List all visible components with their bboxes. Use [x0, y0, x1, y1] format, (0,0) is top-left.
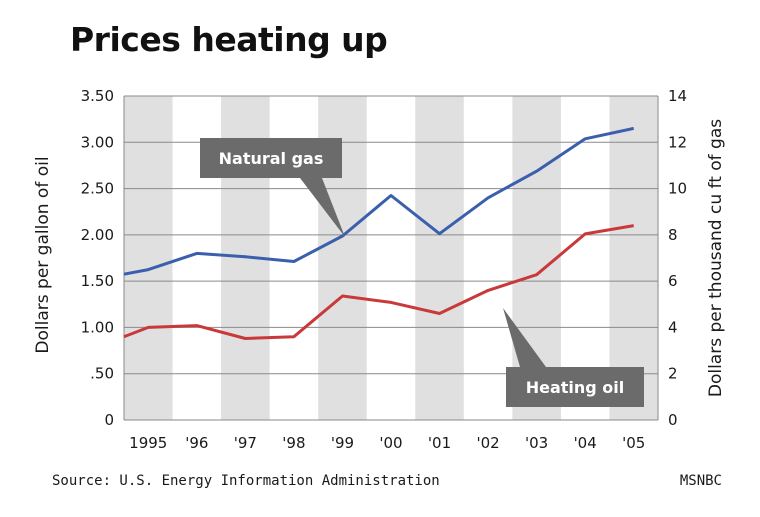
left-tick-label: 1.00: [81, 318, 114, 336]
right-axis-title: Dollars per thousand cu ft of gas: [706, 119, 726, 397]
callout-pointer: [503, 308, 546, 367]
left-tick-label: 3.00: [81, 133, 114, 151]
x-axis-ticks: 1995 '96 '97 '98 '99 '00 '01 '02 '03 '04 '05: [129, 434, 645, 452]
x-tick-label: '03: [525, 434, 548, 452]
chart-title: Prices heating up: [70, 20, 388, 59]
right-tick-label: 14: [668, 87, 687, 105]
callout-pointer: [300, 178, 345, 237]
series-lines: [123, 126, 635, 340]
x-tick-label: '04: [574, 434, 597, 452]
left-tick-label: 0: [104, 411, 114, 429]
year-band: [124, 96, 173, 420]
right-axis-ticks: 0 2 4 6 8 10 12 14: [668, 87, 687, 429]
series-line-natural-gas: [123, 126, 635, 276]
x-tick-label: '02: [476, 434, 499, 452]
left-tick-label: 1.50: [81, 272, 114, 290]
right-tick-label: 12: [668, 133, 687, 151]
left-axis-ticks: 0 .50 1.00 1.50 2.00 2.50 3.00 3.50: [81, 87, 114, 429]
x-tick-label: '97: [234, 434, 257, 452]
right-tick-label: 0: [668, 411, 678, 429]
right-tick-label: 2: [668, 365, 678, 383]
year-band: [415, 96, 464, 420]
x-tick-label: 1995: [129, 434, 167, 452]
callout-box: [200, 138, 342, 178]
callout-box: [506, 367, 644, 407]
right-tick-label: 8: [668, 226, 678, 244]
left-tick-label: .50: [90, 365, 114, 383]
callout: Heating oil: [503, 308, 644, 407]
left-axis-title: Dollars per gallon of oil: [33, 156, 53, 353]
left-tick-label: 2.50: [81, 180, 114, 198]
x-tick-label: '99: [331, 434, 354, 452]
series-line-heating-oil: [123, 224, 634, 340]
x-tick-label: '98: [282, 434, 305, 452]
callout-label: Natural gas: [219, 149, 324, 168]
callout: Natural gas: [200, 138, 345, 237]
right-tick-label: 10: [668, 180, 687, 198]
callout-label: Heating oil: [526, 378, 625, 397]
source-note: Source: U.S. Energy Information Administ…: [52, 473, 440, 489]
left-tick-label: 2.00: [81, 226, 114, 244]
x-tick-label: '96: [185, 434, 208, 452]
credit: MSNBC: [679, 473, 722, 489]
year-band: [609, 96, 658, 420]
x-tick-label: '00: [379, 434, 402, 452]
x-tick-label: '01: [428, 434, 451, 452]
right-tick-label: 6: [668, 272, 678, 290]
left-tick-label: 3.50: [81, 87, 114, 105]
callouts: Natural gas Heating oil: [200, 138, 644, 407]
right-tick-label: 4: [668, 318, 678, 336]
x-tick-label: '05: [622, 434, 645, 452]
